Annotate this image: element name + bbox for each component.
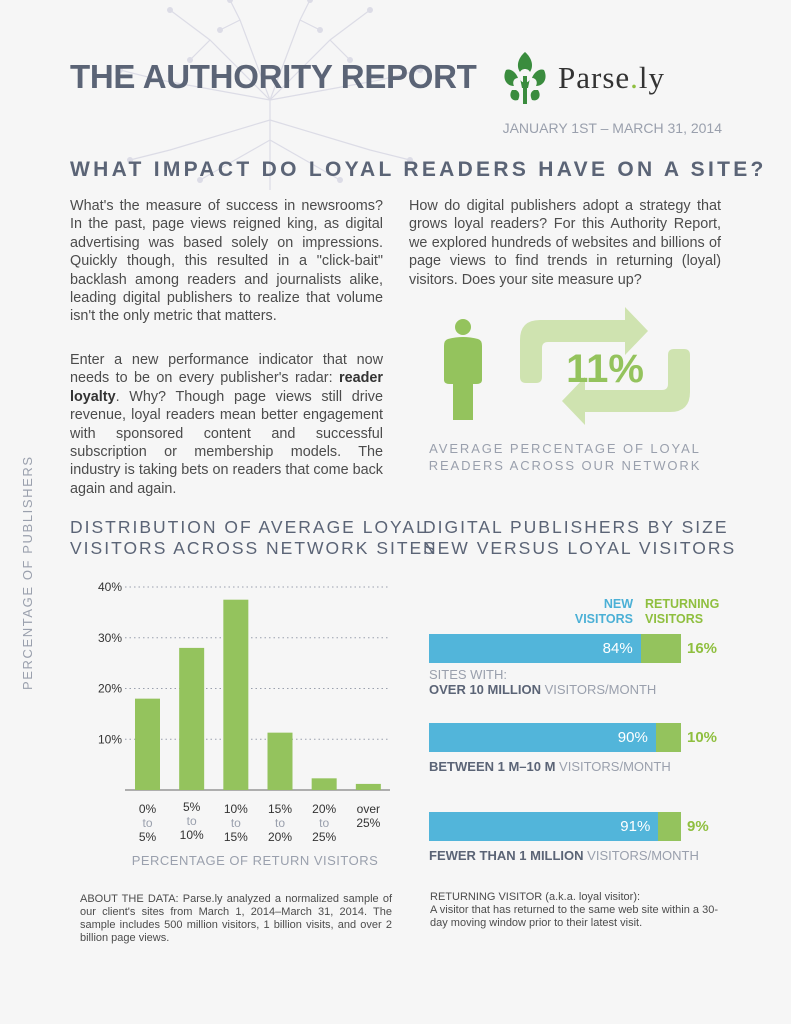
returning-visitors-segment [658,812,681,841]
x-tick-label: 20% to 25% [312,802,337,844]
y-tick-label: 40% [98,580,122,594]
stacked-bar: 84% [429,634,681,663]
x-tick-label: 5% to 10% [179,800,204,842]
bar-1 [179,647,205,790]
x-tick-label: 15% to 20% [267,802,293,844]
intro-paragraph: What's the measure of success in newsroo… [70,198,383,325]
bar-5 [355,783,381,790]
about-the-data-note: ABOUT THE DATA: Parse.ly analyzed a norm… [80,893,392,944]
bar-2 [223,599,249,790]
bar-3 [267,732,293,790]
x-axis-title: PERCENTAGE OF RETURN VISITORS [131,853,379,868]
tree-background-graphic [117,0,423,190]
x-tick-label: 10% to 15% [223,802,248,844]
parsely-logo: Parse.ly [498,48,728,108]
y-tick-label: 30% [98,631,122,645]
loop-arrows-icon: 11% [520,307,690,425]
date-range: JANUARY 1ST – MARCH 31, 2014 [502,120,722,136]
y-tick-label: 20% [98,682,122,696]
loyalty-paragraph: Enter a new performance indicator that n… [70,352,383,497]
reader-loyalty-emphasis: reader loyalty [70,370,383,405]
logo-wordmark: Parse.ly [558,60,666,95]
new-visitors-segment: 91% [429,812,659,841]
new-visitors-segment: 84% [429,634,641,663]
returning-percentage-label: 10% [687,729,718,746]
main-question-heading: WHAT IMPACT DO LOYAL READERS HAVE ON A S… [70,158,767,181]
new-visitors-segment: 90% [429,723,656,752]
report-title: THE AUTHORITY REPORT [70,58,477,95]
stacked-bar: 90% [429,723,681,752]
returning-percentage-label: 9% [687,818,709,835]
y-tick-label: 10% [98,732,122,746]
distribution-bar-chart: 40% 30% 20% 10% [98,580,390,791]
legend-new-visitors: NEW VISITORS [574,597,633,626]
distribution-chart-title: DISTRIBUTION OF AVERAGE LOYAL VISITORS A… [70,517,437,558]
stacked-bar: 91% [429,812,681,841]
person-icon [444,319,482,420]
returning-visitors-segment [640,634,681,663]
bar-0 [135,698,160,790]
returning-visitor-definition: RETURNING VISITOR (a.k.a. loyal visitor)… [430,891,718,929]
loyal-stat-caption: AVERAGE PERCENTAGE OF LOYAL READERS ACRO… [428,441,702,473]
leaf-logo-icon [504,52,546,104]
returning-percentage-label: 16% [687,640,718,657]
x-tick-label: 0% to 5% [138,802,157,844]
legend-returning-visitors: RETURNING VISITORS [645,597,720,626]
x-tick-label: over 25% [356,802,381,830]
size-category-label: SITES WITH: OVER 10 MILLION VISITORS/MONT… [429,667,657,697]
size-category-label: FEWER THAN 1 MILLION VISITORS/MONTH [429,848,699,863]
y-axis-title: PERCENTAGE OF PUBLISHERS [20,455,35,690]
size-category-label: BETWEEN 1 M–10 M VISITORS/MONTH [429,759,671,774]
bar-4 [311,778,337,790]
loyal-percentage-value: 11% [566,347,644,391]
returning-visitors-segment [655,723,681,752]
strategy-paragraph: How do digital publishers adopt a strate… [409,198,721,288]
publishers-size-chart-title: DIGITAL PUBLISHERS BY SIZE NEW VERSUS LO… [423,517,737,558]
